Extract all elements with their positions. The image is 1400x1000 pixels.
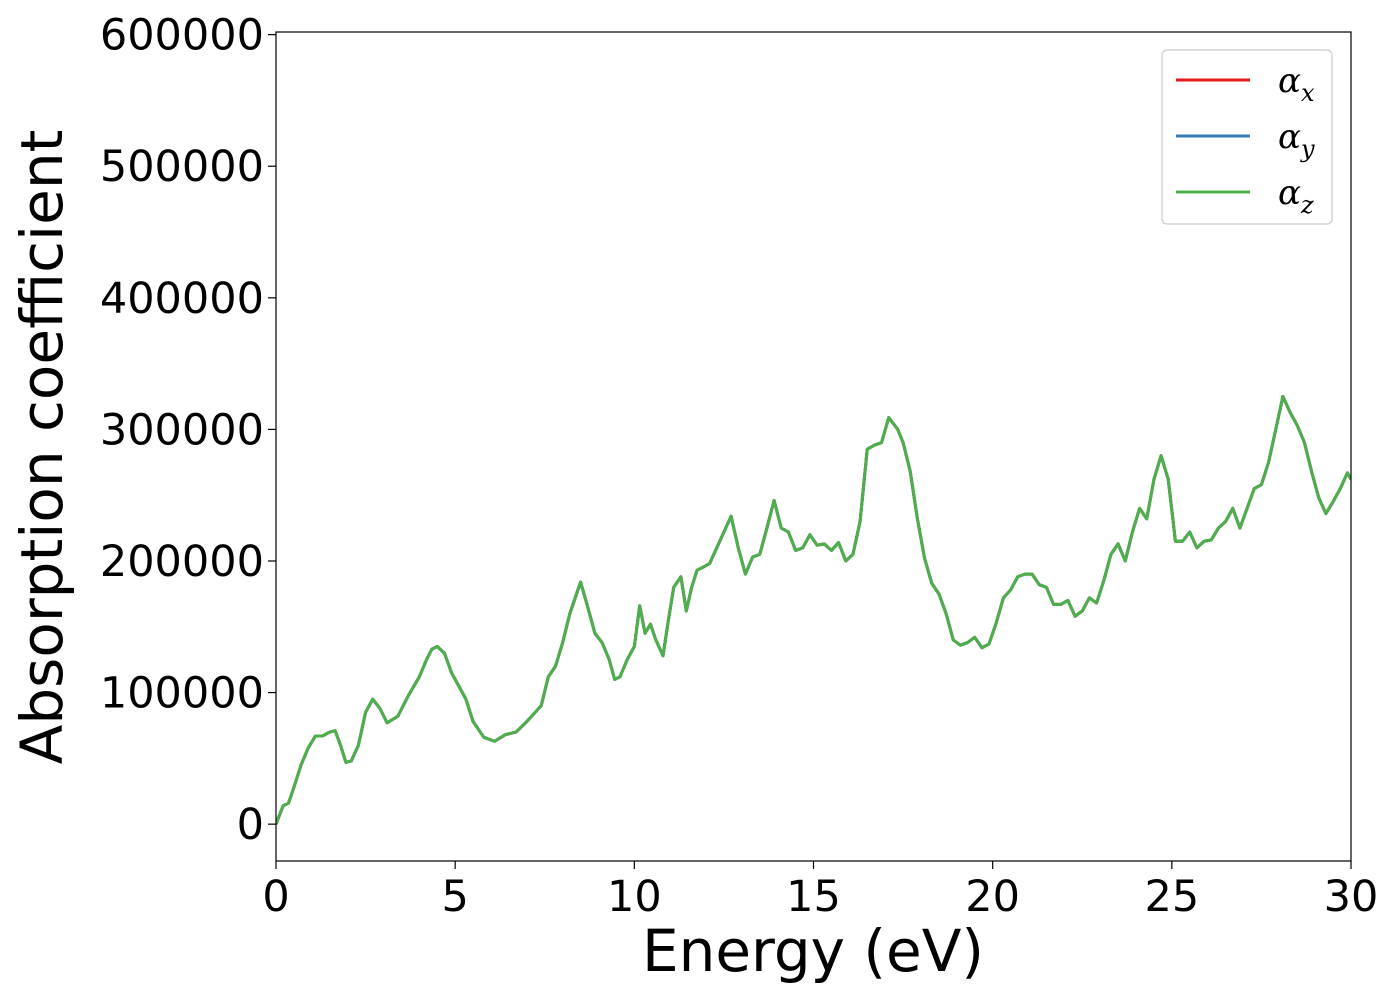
x-tick-label: 30 (1324, 872, 1379, 922)
y-axis-title: Absorption coefficient (8, 130, 76, 765)
series-layer (276, 395, 1351, 825)
x-tick-label: 25 (1144, 872, 1199, 922)
x-tick-label: 15 (786, 872, 841, 922)
x-axis-title: Energy (eV) (642, 917, 984, 985)
y-axis: 0 100000 200000 300000 400000 500000 600000 (100, 11, 276, 850)
x-tick-label: 10 (607, 872, 662, 922)
y-tick-label: 0 (237, 800, 264, 850)
x-axis: 0 5 10 15 20 25 30 (262, 861, 1378, 922)
y-tick-label: 600000 (100, 11, 264, 61)
series-line-3 (276, 395, 1351, 825)
y-tick-label: 300000 (100, 405, 264, 455)
y-tick-label: 100000 (100, 669, 264, 719)
x-tick-label: 5 (441, 872, 468, 922)
x-tick-label: 20 (965, 872, 1020, 922)
y-tick-label: 200000 (100, 537, 264, 587)
y-tick-label: 500000 (100, 142, 264, 192)
y-tick-label: 400000 (100, 274, 264, 324)
x-tick-label: 0 (262, 872, 289, 922)
